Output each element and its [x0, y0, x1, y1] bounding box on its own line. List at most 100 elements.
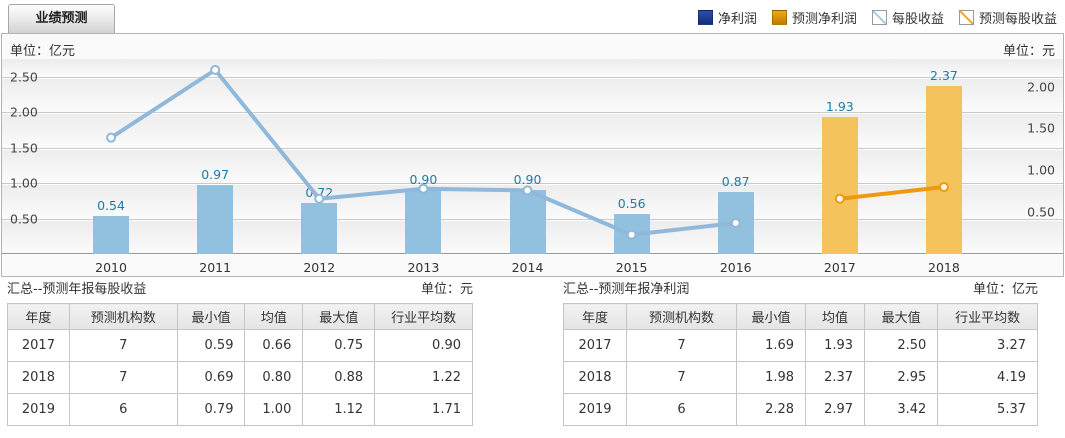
line-预测每股收益: [839, 185, 945, 201]
line-marker-icon: [938, 182, 949, 193]
legend-item-0[interactable]: 净利润: [697, 8, 757, 27]
right-axis-tick: 0.50: [1027, 204, 1055, 220]
table-cell: 7: [626, 361, 737, 394]
bar-value-label: 0.87: [721, 174, 750, 190]
netprofit-table-unit: 单位：亿元: [972, 282, 1038, 297]
table-cell: 2018: [7, 361, 70, 394]
right-axis-tick: 1.50: [1027, 120, 1055, 136]
gridline: [2, 112, 1063, 114]
left-axis-unit: 单位：亿元: [10, 44, 76, 59]
gridline: [2, 76, 1063, 78]
legend-item-2[interactable]: 每股收益: [871, 8, 944, 27]
grid-band: [2, 147, 1063, 184]
chart-plot: 0.54 0.97 0.72 0.90 0.90 0.56 0.87 1.93 2.37: [59, 59, 996, 254]
bar-value-label: 2.37: [930, 67, 958, 83]
x-axis-label-2018: 2018: [928, 260, 960, 275]
eps-forecast-table: 年度 预测机构数 最小值 均值 最大值 行业平均数 2017 7 0.59 0.66 0.75 0.9…: [7, 303, 473, 426]
table-header-cell: 最大值: [302, 303, 376, 330]
left-axis-tick: 1.50: [10, 140, 38, 156]
table-cell: 0.88: [302, 361, 376, 394]
eps-forecast-section: 汇总--预测年报每股收益 单位：元 年度 预测机构数 最小值 均值 最大值 行业平均数 20…: [7, 277, 473, 426]
line-marker-icon: [626, 229, 637, 240]
bar-预测净利润-2017: [821, 117, 858, 254]
table-cell: 1.93: [805, 329, 866, 362]
table-header-cell: 年度: [7, 303, 70, 330]
table-cell: 2.28: [735, 393, 807, 426]
table-cell: 6: [68, 393, 178, 426]
grid-band: [2, 112, 1063, 148]
table-row: 2018 7 1.98 2.37 2.95 4.19: [562, 361, 1038, 394]
table-cell: 1.98: [735, 361, 807, 394]
x-axis-label-2015: 2015: [615, 260, 648, 275]
left-axis-tick: 2.00: [10, 104, 38, 120]
bar-净利润-2011: [197, 185, 234, 254]
table-header-row: 年度 预测机构数 最小值 均值 最大值 行业平均数: [7, 303, 473, 330]
left-axis-tick: 0.50: [10, 211, 38, 227]
legend-label: 每股收益: [891, 12, 944, 27]
table-header-cell: 行业平均数: [937, 303, 1038, 330]
table-cell: 1.00: [244, 393, 304, 426]
table-row: 2017 7 0.59 0.66 0.75 0.90: [7, 329, 473, 362]
table-cell: 2.37: [805, 361, 866, 394]
legend-item-3[interactable]: 预测每股收益: [958, 8, 1057, 27]
table-header-cell: 均值: [244, 303, 304, 330]
table-cell: 1.71: [374, 393, 473, 426]
table-cell: 2019: [7, 393, 70, 426]
left-axis-tick: 2.50: [10, 69, 38, 85]
legend-label: 净利润: [717, 12, 757, 27]
bar-value-label: 0.97: [201, 167, 230, 183]
bar-value-label: 0.90: [513, 172, 542, 188]
table-header-cell: 预测机构数: [626, 303, 737, 330]
table-cell: 0.59: [176, 329, 246, 362]
table-cell: 7: [68, 329, 178, 362]
tab-bar: 业绩预测 净利润 预测净利润 每股收益 预测每股收益: [0, 0, 1065, 33]
table-cell: 0.80: [244, 361, 304, 394]
bar-value-label: 1.93: [825, 99, 854, 115]
table-row: 2017 7 1.69 1.93 2.50 3.27: [562, 329, 1038, 362]
table-header-cell: 均值: [805, 303, 866, 330]
legend-solid-swatch-icon: [697, 10, 713, 25]
legend-label: 预测净利润: [791, 12, 857, 27]
table-header-cell: 行业平均数: [374, 303, 473, 330]
tab-performance-forecast[interactable]: 业绩预测: [8, 4, 115, 33]
x-axis-label-2012: 2012: [303, 260, 336, 275]
table-row: 2018 7 0.69 0.80 0.88 1.22: [7, 361, 473, 394]
table-cell: 0.90: [374, 329, 473, 362]
table-cell: 6: [626, 393, 737, 426]
table-row: 2019 6 0.79 1.00 1.12 1.71: [7, 393, 473, 426]
netprofit-table-title: 汇总--预测年报净利润: [563, 282, 690, 297]
table-header-cell: 最小值: [176, 303, 246, 330]
table-cell: 2018: [562, 361, 628, 394]
x-axis-label-2011: 2011: [199, 260, 232, 275]
table-cell: 2017: [7, 329, 70, 362]
bar-净利润-2010: [93, 215, 130, 254]
eps-table-unit: 单位：元: [420, 282, 473, 297]
line-marker-icon: [314, 193, 325, 204]
line-每股收益: [109, 67, 736, 237]
table-cell: 1.12: [302, 393, 376, 426]
table-cell: 7: [626, 329, 737, 362]
table-cell: 2.50: [864, 329, 939, 362]
bar-预测净利润-2018: [925, 85, 962, 254]
table-cell: 5.37: [937, 393, 1038, 426]
table-cell: 3.27: [937, 329, 1038, 362]
table-cell: 0.75: [302, 329, 376, 362]
bar-value-label: 0.54: [97, 197, 125, 213]
table-header-cell: 预测机构数: [68, 303, 178, 330]
table-header-row: 年度 预测机构数 最小值 均值 最大值 行业平均数: [562, 303, 1038, 330]
table-cell: 1.69: [735, 329, 807, 362]
netprofit-forecast-table: 年度 预测机构数 最小值 均值 最大值 行业平均数 2017 7 1.69 1.93 2.50 3.2…: [562, 303, 1038, 426]
legend-item-1[interactable]: 预测净利润: [771, 8, 857, 27]
legend-hatch-swatch-icon: [958, 10, 974, 25]
table-header-cell: 最小值: [735, 303, 807, 330]
right-axis-tick: 2.00: [1027, 79, 1055, 95]
table-cell: 0.66: [244, 329, 304, 362]
table-cell: 3.42: [864, 393, 939, 426]
gridline: [2, 147, 1063, 149]
x-axis-label-2017: 2017: [823, 260, 856, 275]
table-cell: 2.95: [864, 361, 939, 394]
table-row: 2019 6 2.28 2.97 3.42 5.37: [562, 393, 1038, 426]
legend-solid-swatch-icon: [771, 10, 787, 25]
right-axis-unit: 单位：元: [1002, 44, 1055, 59]
